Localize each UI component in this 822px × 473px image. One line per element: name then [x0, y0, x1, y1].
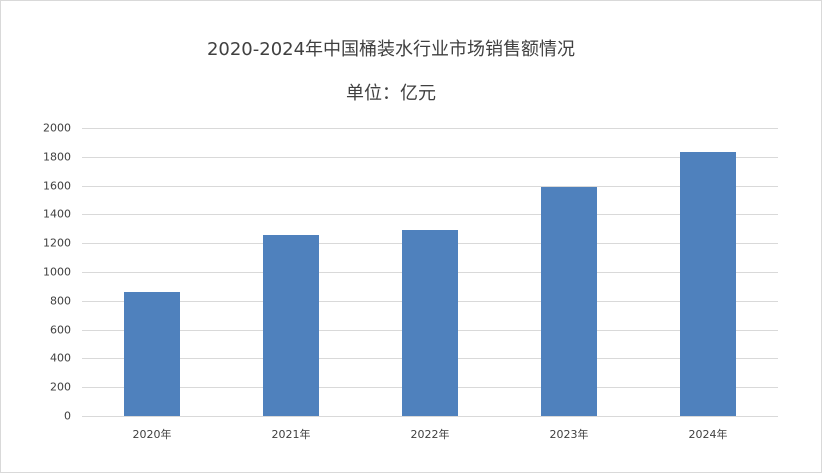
x-tick-label: 2021年 — [271, 428, 311, 441]
bar[interactable] — [402, 230, 458, 416]
x-tick-label: 2020年 — [132, 428, 172, 441]
chart-title: 2020-2024年中国桶装水行业市场销售额情况 — [206, 39, 576, 60]
bar[interactable] — [680, 152, 736, 416]
x-tick-label: 2023年 — [549, 428, 589, 441]
y-tick-label: 1200 — [43, 236, 71, 250]
gridline — [82, 416, 778, 417]
y-tick-label: 1600 — [43, 179, 71, 193]
y-tick-label: 800 — [50, 294, 71, 308]
gridline — [82, 157, 778, 158]
y-tick-label: 1000 — [43, 265, 71, 279]
bar[interactable] — [263, 235, 319, 416]
bar[interactable] — [541, 187, 597, 416]
y-tick-label: 2000 — [43, 121, 71, 135]
y-tick-label: 400 — [50, 351, 71, 365]
x-tick-label: 2022年 — [410, 428, 450, 441]
gridline — [82, 186, 778, 187]
y-tick-label: 600 — [50, 323, 71, 337]
bar[interactable] — [124, 292, 180, 416]
y-tick-label: 0 — [64, 409, 71, 423]
x-tick-label: 2024年 — [688, 428, 728, 441]
y-tick-label: 1400 — [43, 207, 71, 221]
gridline — [82, 214, 778, 215]
y-tick-label: 200 — [50, 380, 71, 394]
gridline — [82, 128, 778, 129]
chart-subtitle: 单位：亿元 — [346, 83, 436, 104]
y-tick-label: 1800 — [43, 150, 71, 164]
